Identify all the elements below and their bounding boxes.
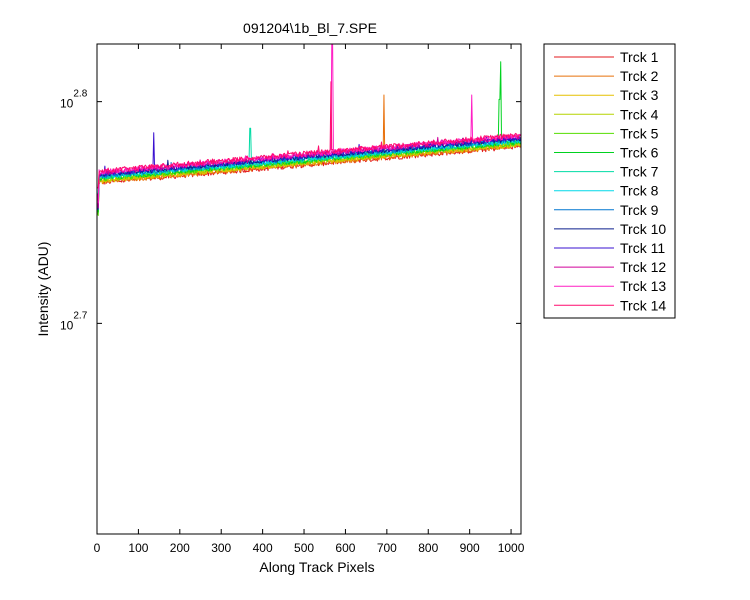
x-tick-label: 1000	[498, 541, 525, 555]
x-tick-label: 700	[377, 541, 397, 555]
legend-label: Trck 8	[620, 183, 659, 199]
legend-label: Trck 7	[620, 164, 659, 180]
x-tick-label: 0	[94, 541, 101, 555]
plot-background	[97, 44, 521, 534]
legend-label: Trck 11	[620, 240, 665, 256]
legend-label: Trck 6	[620, 145, 659, 161]
series-group	[97, 44, 521, 216]
legend-label: Trck 1	[620, 49, 659, 65]
plot-area	[96, 43, 522, 535]
legend-label: Trck 14	[620, 297, 666, 313]
y-axis-label: Intensity (ADU)	[35, 242, 51, 337]
legend-label: Trck 9	[620, 202, 659, 218]
x-tick-label: 100	[128, 541, 148, 555]
legend-label: Trck 13	[620, 278, 666, 294]
legend-label: Trck 12	[620, 259, 666, 275]
y-axis: 102.7 102.8	[60, 89, 521, 332]
legend-label: Trck 3	[620, 87, 659, 103]
x-tick-label: 800	[418, 541, 438, 555]
series-line-trck-14	[97, 81, 521, 189]
y-tick-label: 102.8	[60, 89, 88, 111]
x-tick-label: 400	[253, 541, 273, 555]
legend-label: Trck 5	[620, 125, 659, 141]
x-tick-label: 200	[170, 541, 190, 555]
x-tick-label: 600	[335, 541, 355, 555]
x-tick-label: 500	[294, 541, 314, 555]
plot-frame	[96, 43, 522, 535]
x-tick-label: 900	[460, 541, 480, 555]
legend-label: Trck 2	[620, 68, 659, 84]
legend: Trck 1 Trck 2 Trck 3 Trck 4 Trck 5 Trck 6 Trck…	[543, 43, 676, 319]
legend-label: Trck 4	[620, 106, 659, 122]
x-axis-label: Along Track Pixels	[259, 559, 374, 575]
legend-items: Trck 1 Trck 2 Trck 3 Trck 4 Trck 5 Trck 6 Trck…	[554, 49, 666, 313]
legend-label: Trck 10	[620, 221, 666, 237]
chart-title: 091204\1b_Bl_7.SPE	[243, 20, 377, 36]
legend-box	[543, 43, 676, 319]
x-axis: 0 100 200 300 400 500 600 700 800 900 1000	[94, 44, 525, 555]
y-tick-label: 102.7	[60, 310, 88, 332]
x-tick-label: 300	[211, 541, 231, 555]
